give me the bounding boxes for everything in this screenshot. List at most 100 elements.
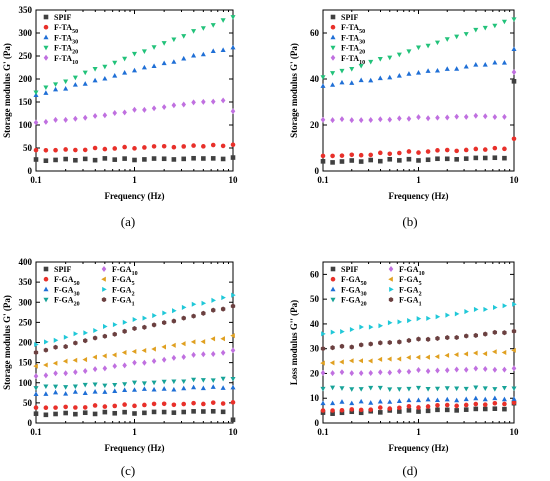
data-point: [406, 71, 412, 76]
data-point: [131, 51, 138, 57]
x-tick-label: 1: [416, 175, 421, 185]
data-point: [53, 157, 58, 163]
data-point: [63, 156, 68, 162]
data-point: [349, 117, 355, 124]
data-point: [377, 410, 383, 415]
data-point: [102, 353, 107, 359]
data-point: [492, 155, 498, 161]
data-point: [141, 386, 147, 391]
data-point: [368, 117, 374, 124]
data-point: [161, 143, 167, 149]
data-point: [511, 69, 517, 76]
data-point: [92, 157, 98, 163]
data-point: [151, 386, 157, 392]
data-point: [141, 49, 147, 54]
data-point: [112, 146, 118, 151]
data-point: [92, 389, 98, 394]
data-point: [191, 52, 197, 58]
data-point: [33, 147, 39, 153]
y-tick-label: 60: [310, 28, 320, 38]
data-point: [425, 149, 431, 154]
data-point: [482, 155, 488, 161]
data-point: [349, 387, 355, 392]
data-point: [473, 112, 479, 119]
data-point: [171, 102, 177, 109]
legend-marker: [43, 286, 49, 292]
legend-marker: [330, 14, 336, 20]
data-point: [33, 363, 38, 369]
y-tick-label: 0: [315, 166, 320, 176]
data-point: [230, 384, 236, 390]
data-point: [482, 113, 488, 120]
data-point: [425, 115, 431, 122]
data-point: [210, 400, 216, 405]
data-point: [454, 311, 460, 317]
data-point: [151, 358, 157, 365]
data-point: [122, 409, 127, 415]
data-point: [368, 152, 374, 158]
data-point: [102, 156, 108, 161]
data-point: [387, 339, 392, 346]
data-point: [44, 339, 49, 345]
data-point: [320, 386, 326, 392]
y-tick-label: 50: [23, 398, 33, 408]
data-point: [435, 148, 440, 153]
data-point: [171, 342, 176, 348]
legend-marker: [389, 286, 394, 292]
data-point: [377, 57, 383, 62]
y-axis-title: Storage modulus G' (Pa): [289, 43, 299, 138]
data-point: [92, 411, 98, 417]
data-point: [501, 19, 507, 25]
data-point: [63, 391, 69, 396]
data-point: [387, 55, 393, 61]
data-point: [330, 400, 336, 406]
data-point: [387, 387, 393, 393]
data-point: [161, 386, 167, 391]
data-point: [320, 400, 326, 406]
data-point: [425, 408, 431, 414]
data-point: [171, 354, 177, 361]
data-point: [482, 396, 488, 402]
data-point: [142, 410, 147, 416]
legend-marker: [102, 286, 107, 292]
x-axis-title: Frequency (Hz): [388, 443, 448, 453]
data-point: [511, 347, 516, 353]
data-point: [122, 382, 128, 387]
data-point: [473, 155, 479, 161]
data-point: [73, 115, 78, 122]
data-point: [181, 101, 187, 108]
data-point: [211, 297, 216, 303]
data-point: [377, 75, 383, 81]
data-point: [53, 344, 58, 350]
data-point: [82, 70, 88, 76]
data-point: [463, 156, 469, 161]
data-point: [435, 407, 440, 413]
data-point: [92, 382, 98, 388]
data-point: [416, 158, 421, 163]
data-point: [220, 376, 226, 382]
data-point: [492, 329, 498, 335]
y-tick-label: 350: [19, 5, 33, 15]
data-point: [368, 77, 374, 83]
data-point: [377, 398, 383, 404]
x-axis-title: Frequency (Hz): [104, 191, 164, 201]
legend-marker: [43, 24, 49, 30]
data-point: [171, 157, 177, 162]
data-point: [502, 330, 507, 336]
data-point: [473, 62, 479, 67]
data-point: [210, 384, 216, 389]
data-point: [435, 114, 440, 121]
data-point: [377, 116, 383, 123]
data-point: [511, 136, 517, 142]
x-tick-label: 0.1: [30, 427, 42, 437]
data-point: [511, 396, 517, 401]
series-F-GA50: [33, 400, 236, 411]
series-F-GA1: [33, 303, 236, 356]
data-point: [358, 370, 364, 377]
data-point: [122, 402, 127, 407]
data-point: [445, 312, 451, 318]
data-point: [444, 386, 450, 391]
data-point: [358, 358, 364, 364]
panel-label: (a): [121, 214, 135, 229]
data-point: [425, 368, 431, 375]
